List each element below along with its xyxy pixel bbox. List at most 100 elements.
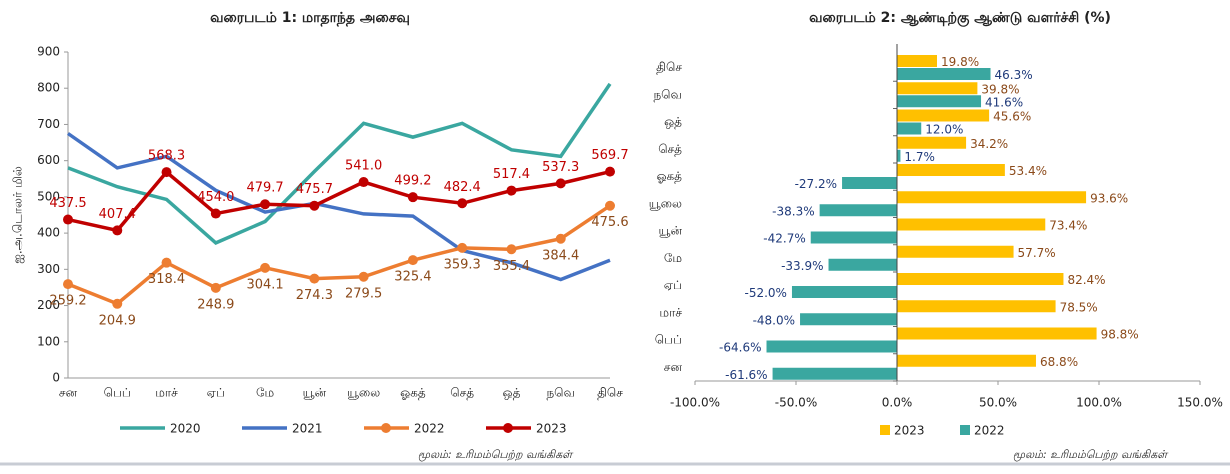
point <box>63 214 73 225</box>
data-label: 12.0% <box>925 123 963 137</box>
legend-label: 2022 <box>414 422 445 436</box>
data-label: 274.3 <box>296 288 333 303</box>
data-label: 359.3 <box>444 257 481 272</box>
bar <box>897 95 982 108</box>
y-tick-label: மே <box>664 251 682 265</box>
data-label: 568.3 <box>148 149 185 164</box>
point <box>63 279 73 290</box>
y-tick-label: 100 <box>37 334 60 348</box>
data-label: 482.4 <box>444 180 481 195</box>
y-tick-label: செத் <box>658 142 682 156</box>
legend-marker <box>503 423 513 433</box>
x-tick-label: ஏப் <box>207 386 225 400</box>
y-tick-label: நவெ <box>653 87 682 101</box>
series-line <box>66 132 611 282</box>
bar <box>897 136 967 149</box>
legend-label: 2023 <box>894 424 925 438</box>
data-label: -48.0% <box>753 313 795 327</box>
point <box>555 178 566 189</box>
data-label: 384.4 <box>542 248 579 263</box>
point <box>555 233 566 244</box>
y-tick-label: 300 <box>37 262 60 276</box>
data-label: -42.7% <box>763 232 805 246</box>
x-tick-label: -100.0% <box>670 396 720 410</box>
data-label: 279.5 <box>345 286 382 301</box>
data-label: 318.4 <box>148 272 185 287</box>
bar <box>897 327 1097 340</box>
x-tick-label: யூன் <box>303 386 327 400</box>
x-tick-label: மாச் <box>155 386 178 400</box>
data-label: 34.2% <box>970 137 1008 151</box>
legend-swatch <box>880 425 890 435</box>
data-label: 541.0 <box>345 159 382 174</box>
data-label: 93.6% <box>1090 191 1128 205</box>
y-tick-label: ஒத் <box>664 115 682 129</box>
y-tick-label: 200 <box>37 298 60 312</box>
bar <box>842 177 897 189</box>
legend-label: 2021 <box>292 422 323 436</box>
point <box>457 198 468 209</box>
data-label: 248.9 <box>197 297 234 312</box>
data-label: 204.9 <box>99 313 136 328</box>
data-label: 569.7 <box>591 148 628 163</box>
bar <box>897 149 901 162</box>
data-label: 475.7 <box>296 182 333 197</box>
bar <box>897 82 978 95</box>
y-tick-label: 700 <box>37 117 60 131</box>
data-label: 57.7% <box>1018 246 1056 260</box>
point <box>457 242 468 253</box>
source-note: மூலம்: உரிமம்பெற்ற வங்கிகள் <box>418 448 574 462</box>
data-label: 304.1 <box>246 277 283 292</box>
data-label: 325.4 <box>394 270 431 285</box>
data-label: 517.4 <box>493 167 530 182</box>
bar <box>897 300 1056 313</box>
data-label: 68.8% <box>1040 355 1078 369</box>
point <box>605 166 615 177</box>
point <box>260 199 271 210</box>
bar <box>828 258 897 271</box>
point <box>309 273 320 284</box>
point <box>112 298 123 309</box>
y-tick-label: 400 <box>37 226 60 240</box>
point <box>260 262 271 273</box>
data-label: 437.5 <box>49 196 86 211</box>
data-label: -64.6% <box>719 341 761 355</box>
data-label: 259.2 <box>49 294 86 309</box>
bar <box>800 313 897 326</box>
bar <box>772 367 897 380</box>
x-tick-label: -50.0% <box>775 396 817 410</box>
data-label: 39.8% <box>981 82 1019 96</box>
legend-label: 2020 <box>170 422 201 436</box>
chart-title: வரைபடம் 1: மாதாந்த அசைவு <box>210 10 410 27</box>
x-tick-label: பெப் <box>104 386 131 400</box>
data-label: 82.4% <box>1067 273 1105 287</box>
bar <box>897 122 922 135</box>
chart-title: வரைபடம் 2: ஆண்டிற்கு ஆண்டு வளர்ச்சி (%) <box>809 10 1111 27</box>
data-label: 19.8% <box>941 55 979 69</box>
bar <box>897 55 937 67</box>
x-tick-label: செத் <box>450 386 474 400</box>
bar <box>897 109 990 122</box>
legend-marker <box>381 423 391 433</box>
y-axis-label: ஐ.அ.டொலர் மில் <box>11 166 25 264</box>
legend-swatch <box>960 425 970 435</box>
bar <box>897 273 1064 285</box>
point <box>506 244 517 255</box>
point <box>309 200 320 211</box>
y-tick-label: சன <box>664 360 683 374</box>
y-tick-label: யூன் <box>658 224 682 238</box>
x-tick-label: ஓகத் <box>400 386 426 400</box>
series-line <box>67 169 611 233</box>
bar <box>897 191 1087 204</box>
bar <box>766 340 897 353</box>
data-label: 78.5% <box>1060 300 1098 314</box>
data-label: 53.4% <box>1009 164 1047 178</box>
data-label: -61.6% <box>725 368 767 382</box>
point <box>407 255 418 266</box>
legend-label: 2022 <box>974 424 1005 438</box>
y-tick-label: 900 <box>37 45 60 59</box>
bar <box>791 286 897 298</box>
data-label: 98.8% <box>1101 328 1139 342</box>
y-tick-label: ஓகத் <box>656 169 682 183</box>
